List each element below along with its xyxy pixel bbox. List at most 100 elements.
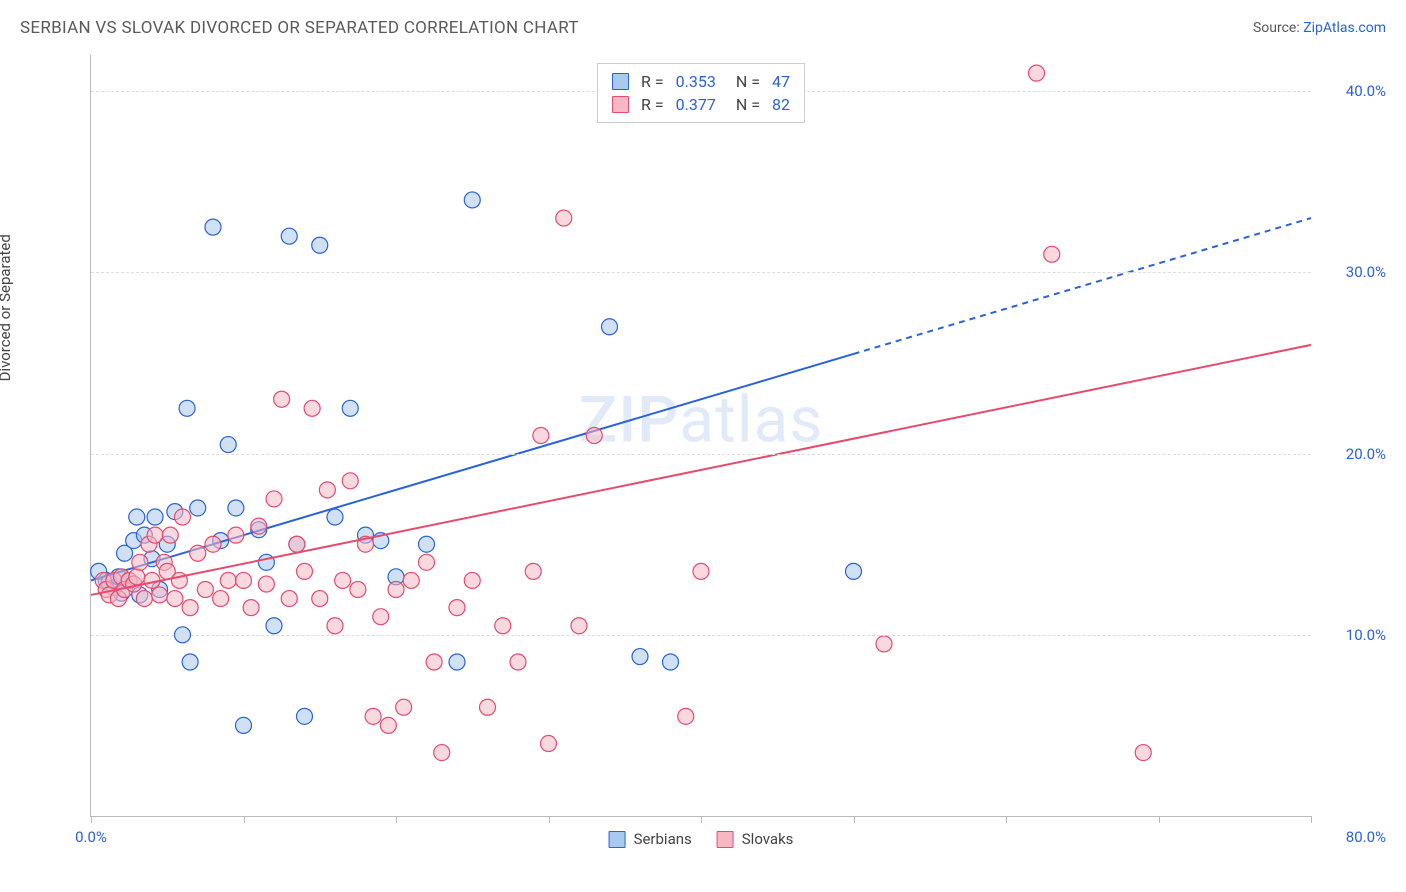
header: SERBIAN VS SLOVAK DIVORCED OR SEPARATED …	[0, 0, 1406, 48]
scatter-point	[129, 569, 145, 585]
y-tick-label: 20.0%	[1346, 445, 1386, 463]
scatter-point	[533, 428, 549, 444]
scatter-point	[266, 491, 282, 507]
scatter-point	[1044, 246, 1060, 262]
scatter-point	[228, 500, 244, 516]
swatch-icon	[609, 831, 626, 848]
scatter-point	[258, 554, 274, 570]
scatter-point	[147, 527, 163, 543]
scatter-point	[846, 563, 862, 579]
scatter-point	[632, 649, 648, 665]
scatter-point	[426, 654, 442, 670]
scatter-point	[403, 572, 419, 588]
plot-area: R = 0.353 N = 47 R = 0.377 N = 82 ZIPatl…	[90, 55, 1311, 817]
scatter-point	[312, 591, 328, 607]
scatter-point	[1135, 745, 1151, 761]
scatter-point	[373, 609, 389, 625]
scatter-point	[678, 708, 694, 724]
scatter-point	[197, 582, 213, 598]
scatter-point	[525, 563, 541, 579]
trend-line-dashed	[854, 218, 1312, 354]
scatter-point	[304, 400, 320, 416]
scatter-point	[220, 437, 236, 453]
scatter-point	[228, 527, 244, 543]
scatter-point	[236, 572, 252, 588]
swatch-icon	[717, 831, 734, 848]
scatter-point	[152, 587, 168, 603]
scatter-point	[335, 572, 351, 588]
scatter-point	[136, 591, 152, 607]
scatter-point	[327, 618, 343, 634]
scatter-point	[129, 509, 145, 525]
scatter-point	[175, 509, 191, 525]
scatter-point	[297, 708, 313, 724]
scatter-point	[350, 582, 366, 598]
scatter-point	[281, 228, 297, 244]
scatter-point	[297, 563, 313, 579]
scatter-point	[419, 536, 435, 552]
scatter-point	[449, 600, 465, 616]
plot-svg	[91, 55, 1311, 816]
scatter-point	[510, 654, 526, 670]
scatter-point	[289, 536, 305, 552]
scatter-point	[876, 636, 892, 652]
legend-item-serbians: Serbians	[609, 830, 692, 848]
scatter-point	[464, 192, 480, 208]
y-tick-label: 40.0%	[1346, 82, 1386, 100]
scatter-point	[1029, 65, 1045, 81]
swatch-slovaks	[612, 96, 629, 113]
legend-row-serbians: R = 0.353 N = 47	[612, 70, 790, 93]
scatter-point	[312, 237, 328, 253]
scatter-point	[179, 400, 195, 416]
legend-row-slovaks: R = 0.377 N = 82	[612, 93, 790, 116]
scatter-point	[449, 654, 465, 670]
scatter-point	[434, 745, 450, 761]
legend-item-slovaks: Slovaks	[717, 830, 794, 848]
scatter-point	[396, 699, 412, 715]
scatter-point	[190, 500, 206, 516]
source-attribution: Source: ZipAtlas.com	[1253, 20, 1386, 36]
scatter-point	[182, 600, 198, 616]
x-tick-label: 0.0%	[75, 828, 107, 846]
scatter-point	[327, 509, 343, 525]
scatter-point	[274, 391, 290, 407]
y-tick-label: 10.0%	[1346, 626, 1386, 644]
scatter-point	[464, 572, 480, 588]
x-tick-label: 80.0%	[1346, 828, 1386, 846]
scatter-point	[147, 509, 163, 525]
scatter-point	[251, 518, 267, 534]
scatter-point	[541, 736, 557, 752]
scatter-point	[243, 600, 259, 616]
scatter-point	[213, 591, 229, 607]
scatter-point	[205, 536, 221, 552]
scatter-point	[236, 717, 252, 733]
scatter-point	[220, 572, 236, 588]
correlation-legend: R = 0.353 N = 47 R = 0.377 N = 82	[597, 63, 805, 123]
scatter-point	[190, 545, 206, 561]
scatter-point	[495, 618, 511, 634]
source-link[interactable]: ZipAtlas.com	[1303, 20, 1386, 36]
scatter-point	[132, 554, 148, 570]
scatter-point	[266, 618, 282, 634]
trend-line	[91, 345, 1311, 595]
y-tick-label: 30.0%	[1346, 263, 1386, 281]
scatter-point	[419, 554, 435, 570]
scatter-point	[602, 319, 618, 335]
scatter-point	[586, 428, 602, 444]
swatch-serbians	[612, 73, 629, 90]
scatter-point	[663, 654, 679, 670]
scatter-point	[365, 708, 381, 724]
scatter-point	[162, 527, 178, 543]
scatter-point	[380, 717, 396, 733]
y-axis-label: Divorced or Separated	[0, 234, 14, 381]
scatter-point	[480, 699, 496, 715]
scatter-point	[388, 582, 404, 598]
scatter-point	[205, 219, 221, 235]
scatter-point	[556, 210, 572, 226]
scatter-point	[693, 563, 709, 579]
chart-container: R = 0.353 N = 47 R = 0.377 N = 82 ZIPatl…	[45, 55, 1391, 857]
scatter-point	[342, 400, 358, 416]
scatter-point	[571, 618, 587, 634]
scatter-point	[167, 591, 183, 607]
scatter-point	[182, 654, 198, 670]
